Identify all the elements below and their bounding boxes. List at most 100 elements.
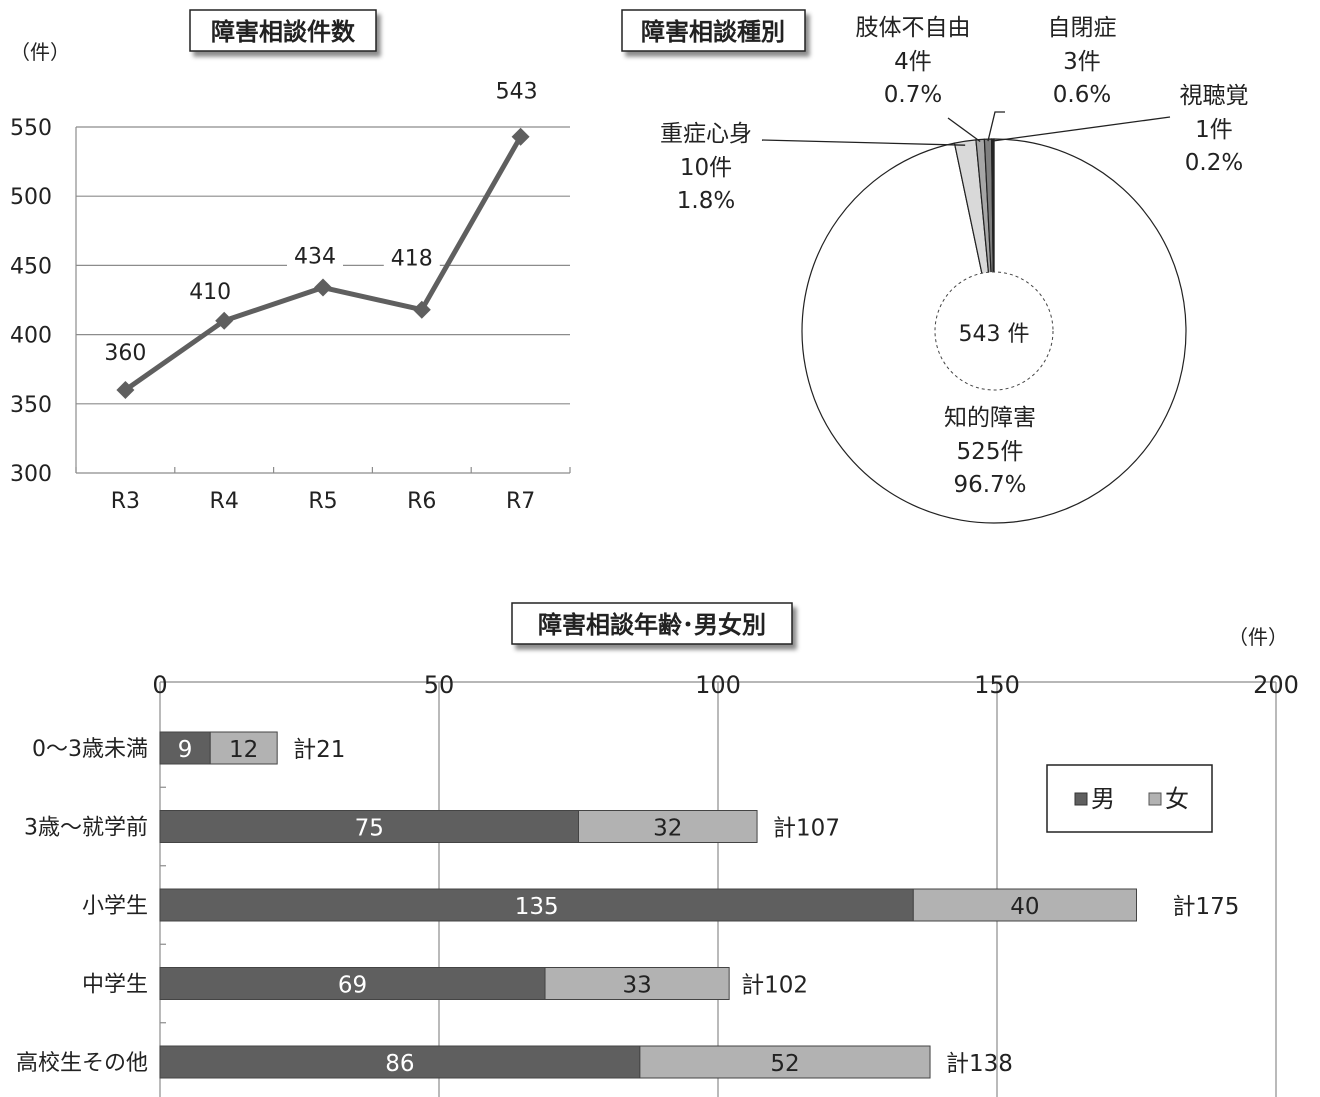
bar-value-label: 12 [229, 737, 258, 763]
pie-slice-percent: 0.2% [1185, 150, 1243, 176]
data-label: 418 [391, 247, 433, 272]
x-tick-label: R6 [407, 489, 436, 514]
line-chart-x-axis: R3 R4 R5 R6 R7 [75, 467, 571, 514]
data-label-bg [97, 337, 154, 364]
x-tick-label: 100 [695, 671, 741, 699]
pie-chart-title-box: 障害相談種別 [621, 9, 806, 52]
bar-total-label: 計175 [1173, 894, 1240, 920]
bar-value-label: 33 [622, 973, 651, 999]
category-label: 3歳～就学前 [24, 816, 148, 841]
y-tick-label: 350 [10, 393, 52, 418]
legend-label-female: 女 [1165, 785, 1189, 813]
pie-slice-name: 自閉症 [1048, 15, 1117, 41]
bar-value-label: 75 [355, 816, 384, 842]
x-tick-label: 0 [152, 671, 167, 699]
x-tick-label: 150 [974, 671, 1020, 699]
bar-chart-legend: 男 女 [1046, 764, 1213, 833]
bar-segment [578, 810, 758, 843]
bar-value-label: 69 [338, 973, 367, 999]
bar-segment [159, 967, 546, 1000]
line-chart-series: 360 410 434 418 543 [97, 76, 545, 399]
y-tick-label: 550 [10, 116, 52, 141]
pie-slice-percent: 96.7% [953, 472, 1026, 498]
bar-total-label: 計138 [946, 1051, 1013, 1077]
x-tick-label: 50 [424, 671, 455, 699]
y-tick-label: 400 [10, 324, 52, 349]
pie-slice-name: 視聴覚 [1180, 83, 1249, 109]
bar-total-label: 計102 [741, 973, 808, 999]
data-point [314, 278, 332, 297]
x-tick-label: R5 [308, 489, 337, 514]
line-chart-title-box: 障害相談件数 [189, 9, 377, 52]
pie-slice-percent: 1.8% [677, 188, 735, 214]
leader-line [761, 139, 966, 146]
x-tick-label: R3 [111, 489, 140, 514]
leader-line [947, 117, 981, 143]
data-point [116, 380, 135, 399]
pie-slice-name: 重症心身 [660, 121, 752, 147]
x-tick-label: R4 [210, 489, 239, 514]
bar-segment [159, 1045, 641, 1079]
pie-labels: 知的障害 525件 96.7% 重症心身 10件 1.8% 肢体不自由 4件 0.7% 自閉症 3件… [660, 15, 1249, 498]
bar-segment [544, 967, 730, 1000]
category-label: 高校生その他 [16, 1051, 148, 1076]
data-label-bg [383, 243, 440, 270]
data-label: 360 [104, 341, 146, 366]
bar-segment [639, 1045, 931, 1079]
legend-swatch-female [1148, 792, 1162, 806]
bar-total-label: 計21 [293, 737, 345, 763]
y-tick-label: 300 [10, 462, 52, 487]
data-label-bg [488, 76, 545, 103]
leader-line [987, 111, 1005, 142]
category-label: 小学生 [82, 894, 148, 919]
x-tick-label: R7 [506, 489, 535, 514]
bar-chart-title: 障害相談年齢･男女別 [538, 611, 766, 639]
bar-value-label: 135 [515, 894, 559, 920]
line-chart-y-ticks: 300 350 400 450 500 550 [10, 116, 52, 487]
line-chart-title: 障害相談件数 [211, 18, 356, 46]
pie-slice-name: 知的障害 [944, 405, 1036, 431]
bar-chart-x-ticks: 0 50 100 150 200 [152, 671, 1299, 699]
bar-chart-unit: （件） [1228, 625, 1288, 649]
y-tick-label: 450 [10, 254, 52, 279]
data-label: 410 [189, 280, 231, 305]
line-chart: 障害相談件数 （件） 300 350 400 450 500 550 R3 R4 R5 R6 R7… [10, 9, 571, 514]
bar-segment [912, 888, 1137, 922]
line-chart-gridlines [75, 126, 570, 473]
pie-slice-count: 4件 [894, 49, 932, 75]
bar-value-label: 32 [653, 816, 682, 842]
bar-chart-bars: 9 12 計21 75 32 計107 135 40 計175 69 33 計102 86 52 計138 [159, 731, 1240, 1079]
pie-leader-lines [761, 111, 1171, 146]
category-label: 0～3歳未満 [32, 737, 148, 762]
x-tick-label: 200 [1253, 671, 1299, 699]
pie-center-label: 543 件 [959, 322, 1030, 347]
pie-slice-percent: 0.7% [884, 82, 942, 108]
data-label-bg [182, 276, 239, 303]
bar-chart-title-box: 障害相談年齢･男女別 [511, 602, 793, 645]
bar-value-label: 86 [385, 1051, 414, 1077]
data-label-bg [287, 241, 343, 268]
pie-slice-count: 10件 [680, 155, 732, 181]
pie-slice-count: 525件 [957, 439, 1024, 465]
y-tick-label: 500 [10, 185, 52, 210]
bar-value-label: 52 [770, 1051, 799, 1077]
line-chart-unit: （件） [10, 40, 70, 64]
bar-segment [159, 810, 579, 843]
data-point [215, 311, 234, 330]
legend-swatch-male [1074, 792, 1088, 806]
pie-slice-count: 1件 [1195, 117, 1233, 143]
pie-chart-title: 障害相談種別 [641, 18, 785, 46]
pie-chart: 障害相談種別 543 件 知的障害 525件 96.7% 重症心身 10件 1.8% 肢体不… [621, 9, 1249, 524]
data-label: 434 [294, 245, 336, 270]
bar-value-label: 9 [178, 737, 193, 763]
bar-total-label: 計107 [773, 816, 840, 842]
bar-chart: 障害相談年齢･男女別 （件） 0 50 100 150 200 0～3歳未満 3歳～就学前… [16, 602, 1299, 1097]
leader-line [992, 116, 1171, 142]
bar-value-label: 40 [1010, 894, 1039, 920]
pie-slice-count: 3件 [1063, 49, 1101, 75]
legend-label-male: 男 [1091, 785, 1115, 813]
pie-slice-name: 肢体不自由 [856, 15, 971, 41]
bar-segment [159, 888, 914, 922]
